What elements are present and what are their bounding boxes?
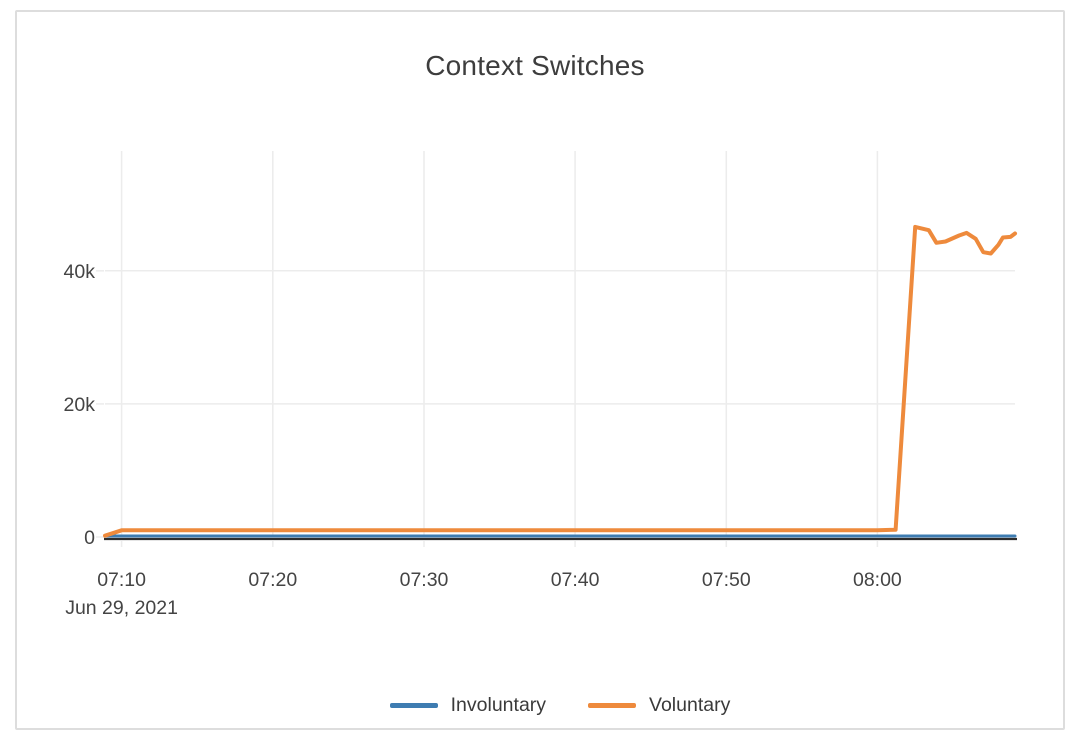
- y-tick-label: 40k: [64, 261, 96, 283]
- legend: Involuntary Voluntary: [105, 694, 1015, 717]
- x-tick-label: 07:40: [551, 569, 600, 591]
- legend-label: Voluntary: [649, 694, 731, 716]
- legend-label: Involuntary: [450, 694, 547, 716]
- legend-item-involuntary[interactable]: Involuntary: [389, 694, 547, 717]
- x-tick-label: 07:10: [97, 569, 146, 591]
- chart-title: Context Switches: [425, 50, 645, 81]
- x-axis-date-label: Jun 29, 2021: [65, 597, 178, 619]
- y-tick-label: 20k: [64, 394, 96, 416]
- legend-item-voluntary[interactable]: Voluntary: [588, 694, 730, 717]
- series-line-voluntary: [103, 224, 1017, 538]
- legend-line-swatch-icon: [588, 703, 637, 708]
- x-tick-label: 07:50: [702, 569, 751, 591]
- x-tick-label: 07:20: [248, 569, 297, 591]
- chart-card: [15, 10, 1065, 730]
- x-tick-label: 07:30: [400, 569, 449, 591]
- legend-line-swatch-icon: [389, 703, 438, 708]
- y-tick-label: 0: [84, 527, 95, 549]
- x-tick-label: 08:00: [853, 569, 902, 591]
